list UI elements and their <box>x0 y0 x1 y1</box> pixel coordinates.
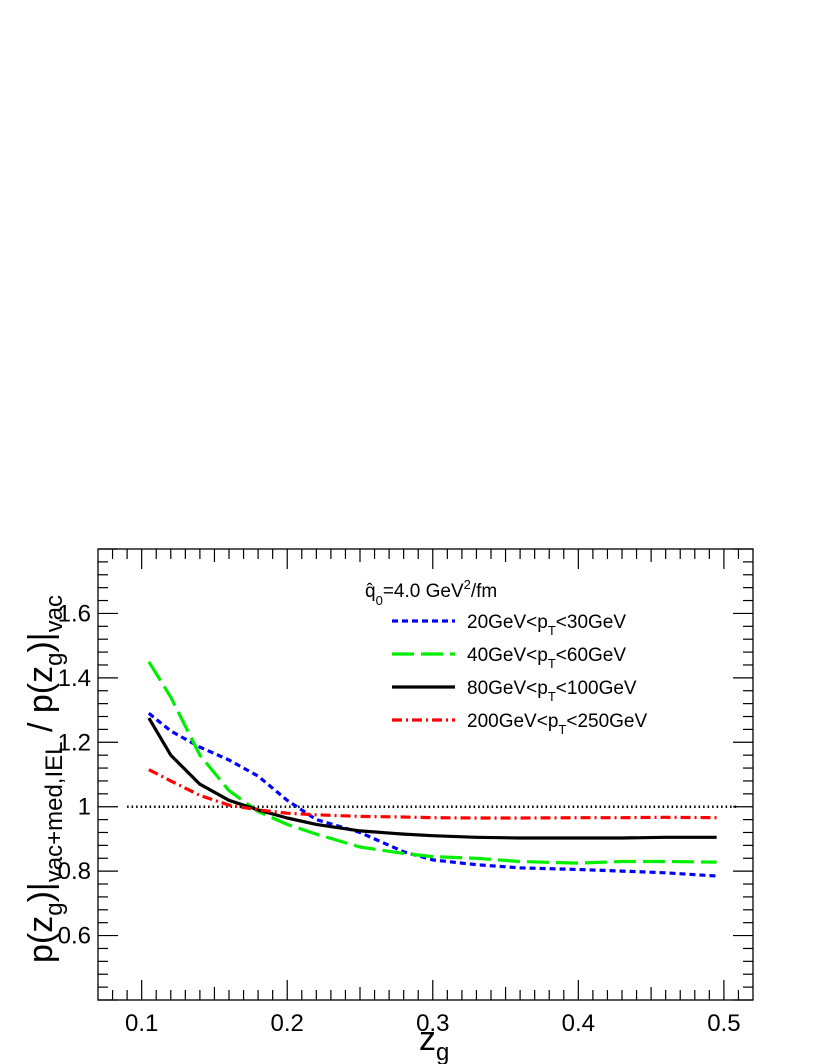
x-tick-label: 0.2 <box>271 1010 304 1037</box>
axis-ticks <box>98 548 753 1001</box>
series-line-4 <box>148 768 717 820</box>
x-tick-label: 0.4 <box>562 1010 595 1037</box>
tick-labels: 0.1 0.2 0.3 0.4 0.5 0.6 0.8 1 1.2 1.4 1.6 <box>58 600 741 1037</box>
x-axis-title: zg <box>419 1020 449 1064</box>
y-tick-label: 0.6 <box>58 923 91 950</box>
legend-label-series-3: 80GeV<pT<100GeV <box>467 678 637 704</box>
y-tick-label: 1.4 <box>58 665 91 692</box>
y-tick-label: 1.2 <box>58 729 91 756</box>
y-tick-label: 0.8 <box>58 858 91 885</box>
series-line-1 <box>147 712 717 878</box>
y-tick-label: 1.6 <box>58 600 91 627</box>
legend-swatches <box>392 619 455 722</box>
series-group <box>147 660 717 878</box>
legend: q̂0=4.0 GeV2/fm 20GeV<pT<30GeV 40GeV<pT<… <box>365 577 647 737</box>
y-axis-title: p(zg)|vac+med,IEL / p(zg)|vac <box>22 595 68 963</box>
series-line-3 <box>147 717 717 840</box>
legend-label-series-4: 200GeV<pT<250GeV <box>467 711 647 737</box>
x-tick-label: 0.1 <box>125 1010 158 1037</box>
series-line-2 <box>147 660 717 865</box>
y-tick-label: 1 <box>78 794 91 821</box>
legend-header: q̂0=4.0 GeV2/fm <box>365 577 497 608</box>
legend-label-series-1: 20GeV<pT<30GeV <box>467 612 626 638</box>
x-tick-label: 0.5 <box>707 1010 740 1037</box>
plot-frame <box>97 548 754 1001</box>
legend-label-series-2: 40GeV<pT<60GeV <box>467 645 626 671</box>
x-tick-label: 0.3 <box>416 1010 449 1037</box>
